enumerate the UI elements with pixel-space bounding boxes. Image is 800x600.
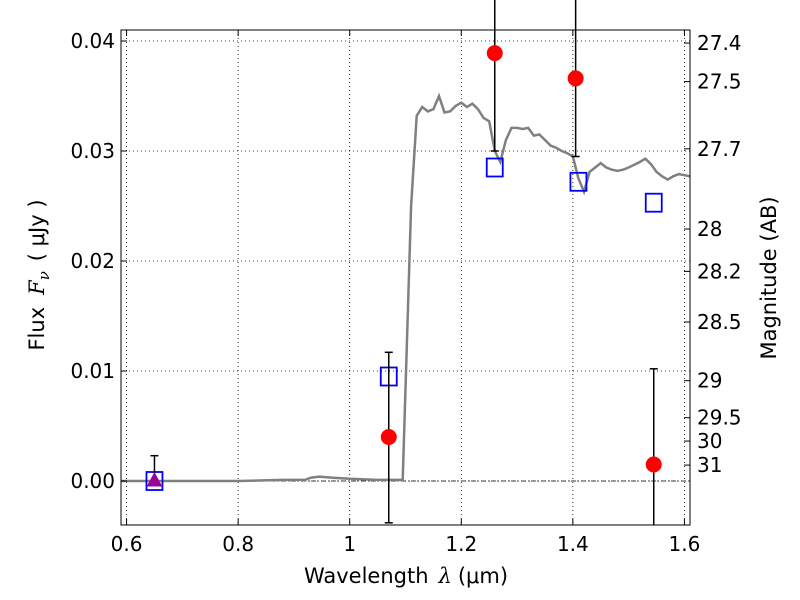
mag-tick-label: 27.5: [697, 70, 742, 94]
mag-tick-label: 29.5: [697, 406, 742, 430]
x-axis-label-prefix: Wavelength: [304, 564, 429, 588]
y-tick-label: 0.04: [70, 29, 115, 53]
observed-flux-point: [486, 45, 503, 62]
y-axis-label-prefix: Flux: [25, 307, 49, 351]
x-axis-label-unit: (μm): [458, 564, 508, 588]
mag-tick-label: 31: [697, 453, 722, 477]
mag-tick-label: 29: [697, 369, 722, 393]
axis-ticks: 0.6 0.8 1 1.2 1.4 1.6 0.00 0.01 0.02 0.03 0.04 27.4…: [70, 29, 741, 556]
model-photometry-square: [569, 171, 588, 192]
y-tick-label: 0.00: [70, 469, 115, 493]
mag-tick-label: 28: [697, 217, 722, 241]
y-tick-label: 0.01: [70, 359, 115, 383]
x-tick-label: 1: [343, 532, 356, 556]
grid-lines: [121, 30, 690, 525]
x-tick-label: 1.4: [557, 532, 589, 556]
model-spectrum-line: [121, 92, 691, 483]
plot-area: [121, 0, 691, 525]
mag-tick-label: 27.4: [697, 31, 742, 55]
y2-axis-label: Magnitude (AB): [757, 196, 781, 359]
y-axis-label-symbol: F: [25, 279, 49, 296]
y-axis-label-subscript: ν: [35, 271, 53, 280]
y-axis-label-unit: ( μJy ): [25, 199, 49, 261]
y-axis-label: Flux Fν ( μJy ): [25, 199, 53, 350]
mag-tick-label: 30: [697, 429, 722, 453]
x-tick-label: 1.6: [669, 532, 701, 556]
observed-flux-point: [380, 429, 397, 445]
y-tick-label: 0.03: [70, 139, 115, 163]
x-tick-label: 1.2: [445, 532, 477, 556]
x-axis-label-symbol: λ: [438, 564, 452, 588]
plot-frame: [120, 29, 691, 526]
mag-tick-label: 28.5: [697, 310, 742, 334]
upper-limit-triangle: [146, 471, 163, 487]
x-axis-label: Wavelength λ (μm): [304, 564, 508, 588]
model-photometry-square: [644, 192, 663, 213]
x-tick-label: 0.8: [222, 532, 254, 556]
mag-tick-label: 27.7: [697, 137, 742, 161]
mag-tick-label: 28.2: [697, 259, 742, 283]
y-tick-label: 0.02: [70, 249, 115, 273]
model-photometry-square: [485, 157, 504, 178]
observed-flux-point: [645, 456, 662, 473]
observed-flux-point: [567, 70, 584, 87]
x-tick-label: 0.6: [111, 532, 143, 556]
